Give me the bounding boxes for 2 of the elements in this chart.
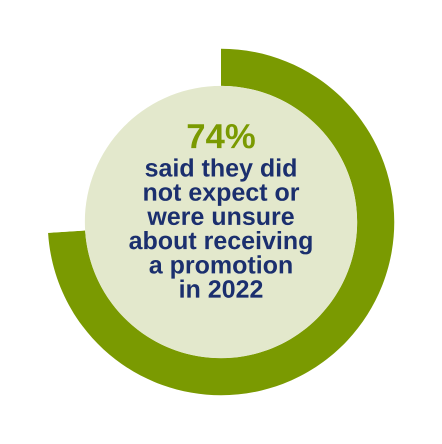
text: said they did not expect or were unsure about receiving a promotion in 2022 xyxy=(129,158,312,298)
text: 74% xyxy=(188,124,255,148)
